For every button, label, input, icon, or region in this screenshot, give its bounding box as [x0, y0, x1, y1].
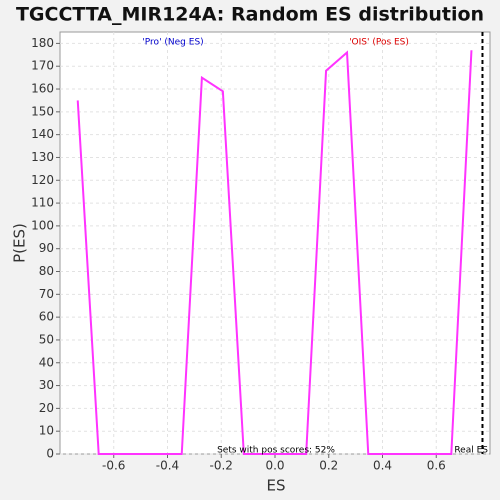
neg-label: 'Pro' (Neg ES): [142, 38, 203, 48]
y-axis-label: P(ES): [11, 223, 29, 263]
y-tick-label: 150: [31, 104, 54, 118]
y-tick-label: 140: [31, 127, 54, 141]
pos-label: 'OIS' (Pos ES): [349, 38, 409, 48]
y-tick-label: 160: [31, 82, 54, 96]
x-tick-label: 0.0: [265, 459, 284, 473]
series-line: [76, 50, 473, 455]
x-tick-label: -0.2: [210, 459, 233, 473]
x-tick-label: -0.6: [102, 459, 125, 473]
x-tick-label: -0.4: [156, 459, 179, 473]
x-tick-label: 0.4: [373, 459, 392, 473]
x-tick-label: 0.2: [319, 459, 338, 473]
y-tick-label: 120: [31, 173, 54, 187]
y-tick-label: 50: [39, 332, 54, 346]
y-tick-label: 30: [39, 378, 54, 392]
x-axis-label: ES: [267, 477, 286, 495]
y-tick-label: 70: [39, 287, 54, 301]
real-es-label: Real ES: [454, 446, 488, 456]
y-tick-label: 0: [46, 447, 54, 461]
y-tick-label: 180: [31, 36, 54, 50]
y-tick-label: 60: [39, 310, 54, 324]
y-tick-label: 40: [39, 355, 54, 369]
y-tick-label: 80: [39, 264, 54, 278]
y-tick-label: 90: [39, 241, 54, 255]
chart-title: TGCCTTA_MIR124A: Random ES distribution: [16, 4, 484, 26]
y-tick-label: 10: [39, 424, 54, 438]
y-tick-label: 130: [31, 150, 54, 164]
y-tick-label: 100: [31, 218, 54, 232]
y-tick-label: 20: [39, 401, 54, 415]
y-tick-label: 170: [31, 59, 54, 73]
y-tick-label: 110: [31, 196, 54, 210]
x-tick-label: 0.6: [427, 459, 446, 473]
pos-scores-note: Sets with pos scores: 52%: [217, 446, 335, 456]
